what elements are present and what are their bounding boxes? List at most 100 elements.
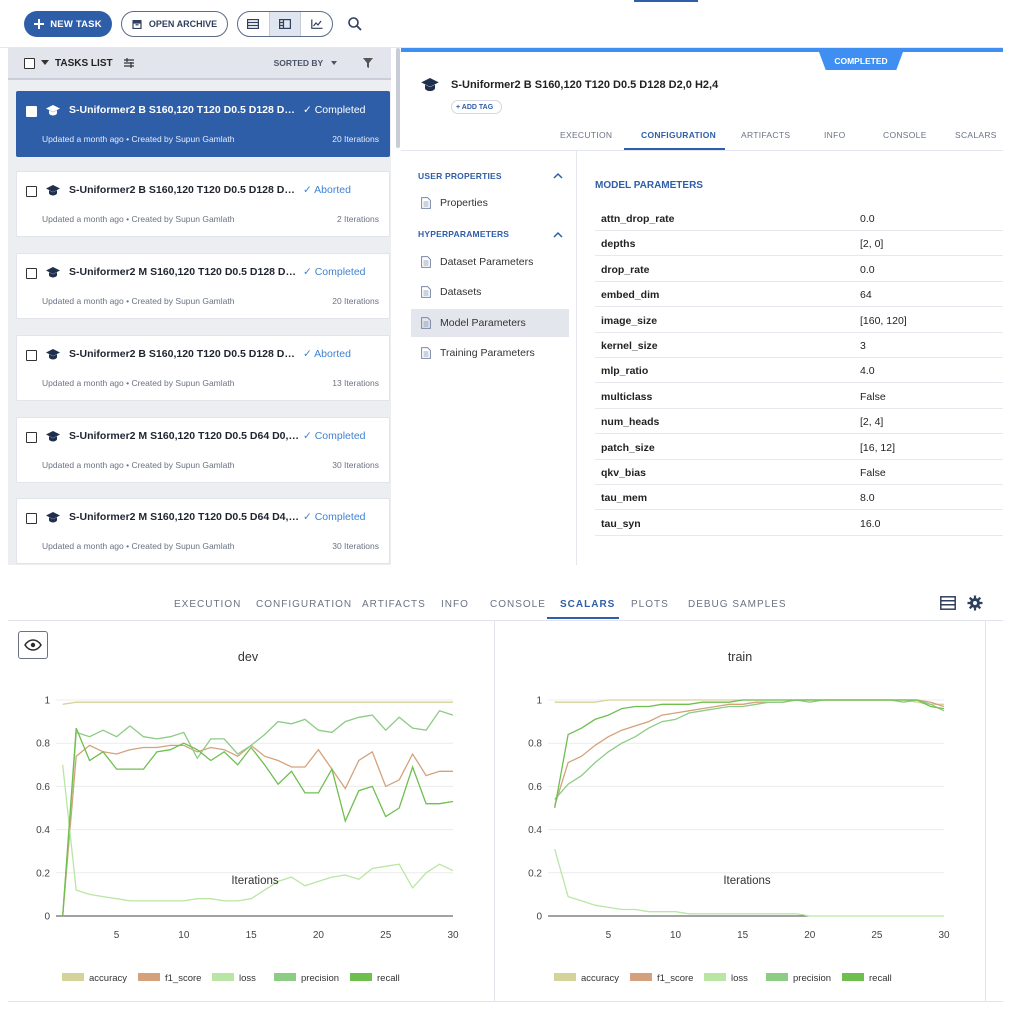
tab-scalars[interactable]: SCALARS — [560, 599, 616, 610]
model-param-row: image_size [160, 120] — [595, 308, 1003, 333]
tab-execution[interactable]: EXECUTION — [560, 130, 613, 140]
task-checkbox[interactable] — [26, 268, 37, 279]
chevron-up-icon[interactable] — [553, 230, 563, 240]
sidebar-item-properties[interactable]: Properties — [411, 189, 569, 217]
task-card[interactable]: S-Uniformer2 B S160,120 T120 D0.5 D128 D… — [16, 335, 390, 401]
status-badge: COMPLETED — [819, 52, 903, 70]
chart-train-x-tick-label: 25 — [871, 930, 883, 941]
tab-configuration[interactable]: CONFIGURATION — [641, 130, 717, 140]
filter-icon[interactable] — [363, 58, 374, 68]
chart-dev-y-tick-label: 0.4 — [36, 825, 50, 836]
tab-scalars[interactable]: SCALARS — [955, 130, 997, 140]
chart-dev-x-tick-label: 30 — [447, 930, 459, 941]
chart-dev-legend-swatch-f1_score — [138, 973, 160, 981]
view-mode-toggle — [237, 11, 333, 37]
task-checkbox[interactable] — [26, 186, 37, 197]
add-tag-button[interactable]: + ADD TAG — [451, 100, 503, 114]
param-name: qkv_bias — [601, 467, 646, 479]
tab-console[interactable]: CONSOLE — [490, 599, 546, 610]
sidebar-item-dataset-parameters[interactable]: Dataset Parameters — [411, 248, 569, 276]
sorted-by-dropdown[interactable]: SORTED BY — [273, 58, 324, 68]
tab-artifacts[interactable]: ARTIFACTS — [741, 130, 791, 140]
task-title: S-Uniformer2 B S160,120 T120 D0.5 D128 D… — [69, 184, 299, 196]
chart-dev-series-accuracy — [62, 701, 453, 705]
chart-view-button[interactable] — [301, 12, 332, 36]
task-meta: Updated a month ago • Created by Supun G… — [42, 378, 235, 388]
tab-execution[interactable]: EXECUTION — [174, 599, 242, 610]
model-param-row: tau_syn 16.0 — [595, 511, 1003, 536]
tab-console[interactable]: CONSOLE — [883, 130, 927, 140]
graduation-cap-icon — [46, 431, 60, 442]
task-card[interactable]: S-Uniformer2 B S160,120 T120 D0.5 D128 D… — [16, 171, 390, 237]
task-checkbox[interactable] — [26, 432, 37, 443]
task-card[interactable]: S-Uniformer2 M S160,120 T120 D0.5 D64 D4… — [16, 498, 390, 564]
task-checkbox[interactable] — [26, 513, 37, 524]
tab-configuration[interactable]: CONFIGURATION — [256, 599, 353, 610]
tab-artifacts[interactable]: ARTIFACTS — [362, 599, 426, 610]
task-status: ✓ Completed — [303, 511, 366, 523]
param-name: kernel_size — [601, 340, 658, 352]
task-card[interactable]: S-Uniformer2 M S160,120 T120 D0.5 D64 D0… — [16, 417, 390, 483]
chart-train-x-tick-label: 10 — [670, 930, 682, 941]
filter-lines-icon[interactable] — [123, 58, 134, 68]
tab-plots[interactable]: PLOTS — [631, 599, 669, 610]
tab-debug-samples[interactable]: DEBUG SAMPLES — [688, 599, 787, 610]
chevron-down-icon[interactable] — [41, 60, 49, 66]
chart-train-legend-label-recall: recall — [869, 973, 892, 984]
chevron-down-icon[interactable] — [331, 60, 338, 66]
table-view-button[interactable] — [238, 12, 270, 36]
chart-train-x-tick-label: 20 — [804, 930, 816, 941]
model-param-row: attn_drop_rate 0.0 — [595, 206, 1003, 231]
chart-train-legend-label-precision: precision — [793, 973, 831, 984]
select-all-checkbox[interactable] — [24, 57, 35, 69]
chevron-up-icon[interactable] — [553, 171, 563, 181]
chart-dev-x-tick-label: 15 — [246, 930, 258, 941]
chart-dev-series-recall — [62, 727, 454, 917]
new-task-button[interactable]: NEW TASK — [24, 11, 112, 37]
task-card[interactable]: S-Uniformer2 M S160,120 T120 D0.5 D128 D… — [16, 253, 390, 319]
model-param-row: kernel_size 3 — [595, 333, 1003, 358]
model-param-row: multiclass False — [595, 384, 1003, 409]
sidebar-item-datasets[interactable]: Datasets — [411, 278, 569, 306]
task-checkbox[interactable] — [26, 350, 37, 361]
model-param-row: qkv_bias False — [595, 460, 1003, 485]
config-sidebar: USER PROPERTIES Properties HYPERPARAMETE… — [401, 151, 577, 565]
task-status: ✓ Completed — [303, 104, 366, 116]
chart-train-series-loss — [554, 848, 944, 917]
chart-train-legend-label-f1_score: f1_score — [657, 973, 693, 984]
chart-train-series-recall — [554, 699, 945, 809]
sidebar-item-label: Datasets — [440, 286, 482, 298]
chart-dev-x-tick-label: 20 — [313, 930, 325, 941]
document-icon — [421, 347, 431, 359]
hyperparameters-heading[interactable]: HYPERPARAMETERS — [418, 229, 510, 239]
param-name: embed_dim — [601, 289, 660, 302]
gear-icon[interactable] — [967, 595, 983, 611]
archive-icon — [132, 20, 142, 29]
plus-icon — [34, 19, 45, 29]
task-checkbox[interactable] — [26, 106, 37, 117]
list-view-icon[interactable] — [940, 596, 956, 610]
sidebar-item-label: Training Parameters — [440, 347, 535, 359]
sidebar-item-model-parameters[interactable]: Model Parameters — [411, 309, 569, 337]
tab-info[interactable]: INFO — [824, 130, 846, 140]
task-card[interactable]: S-Uniformer2 B S160,120 T120 D0.5 D128 D… — [16, 91, 390, 157]
chart-train-y-tick-label: 1 — [536, 696, 542, 707]
tasks-list-scrollbar[interactable] — [396, 48, 400, 148]
chart-dev-legend-label-recall: recall — [377, 973, 400, 984]
user-properties-heading[interactable]: USER PROPERTIES — [418, 171, 502, 181]
sidebar-item-training-parameters[interactable]: Training Parameters — [411, 339, 569, 367]
tab-info[interactable]: INFO — [441, 599, 469, 610]
tasks-list-header: TASKS LIST SORTED BY — [8, 48, 391, 80]
open-archive-button[interactable]: OPEN ARCHIVE — [121, 11, 228, 37]
active-tab-indicator — [547, 617, 619, 619]
chart-dev-legend-swatch-precision — [274, 973, 296, 981]
param-value: False — [860, 390, 886, 403]
search-icon[interactable] — [347, 16, 363, 32]
task-title: S-Uniformer2 M S160,120 T120 D0.5 D64 D4… — [69, 511, 299, 523]
param-name: patch_size — [601, 441, 655, 454]
details-view-button[interactable] — [269, 12, 302, 36]
chart-train-title: train — [728, 650, 752, 664]
chart-dev-series-loss — [62, 764, 454, 902]
toggle-visibility-button[interactable] — [18, 631, 48, 659]
chart-dev-y-tick-label: 0.8 — [36, 739, 50, 750]
